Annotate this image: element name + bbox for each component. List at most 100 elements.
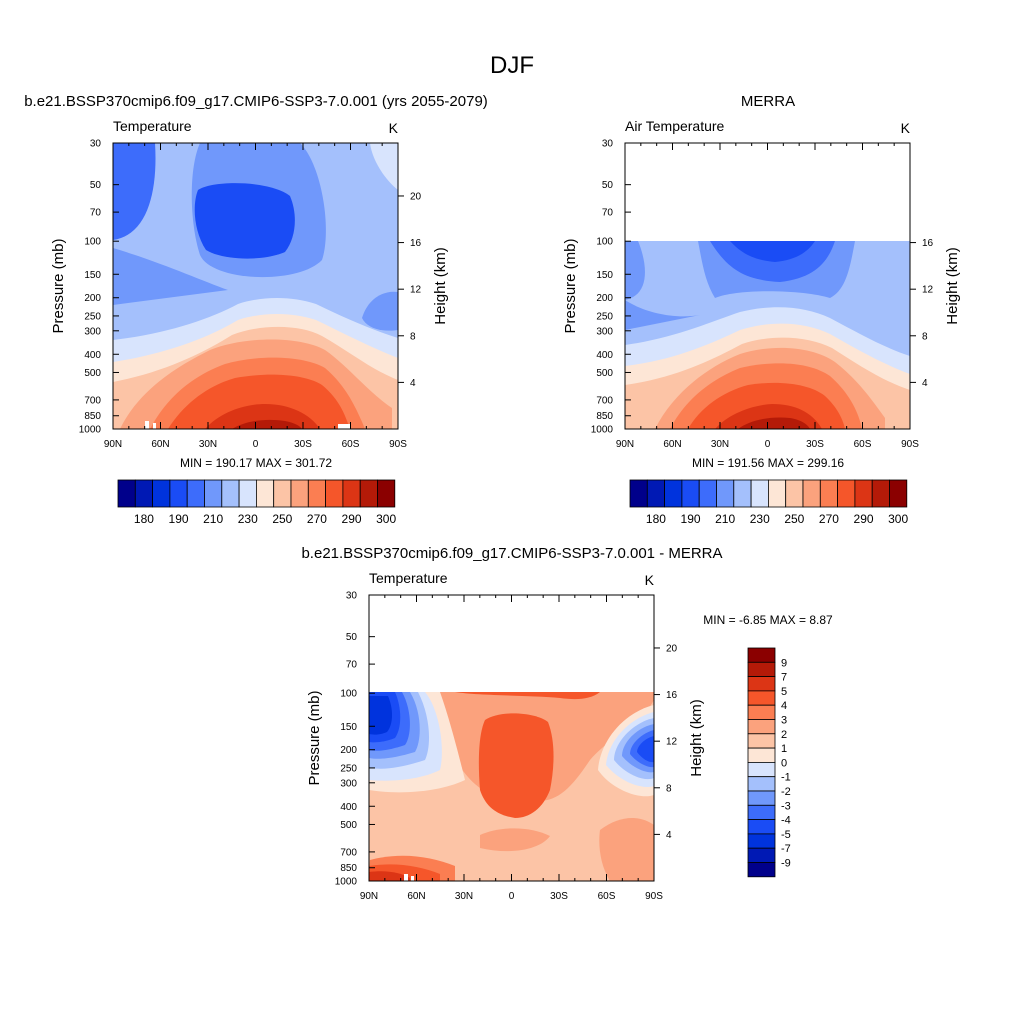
panel-difference: b.e21.BSSP370cmip6.f09_g17.CMIP6-SSP3-7.…	[301, 545, 833, 902]
colorbar-swatch	[747, 847, 776, 863]
colorbar-swatch	[747, 690, 776, 706]
y-tick-label: 1000	[335, 877, 358, 888]
y-tick-label: 400	[84, 350, 101, 361]
colorbar-swatch	[681, 479, 700, 508]
colorbar-swatch	[134, 479, 154, 508]
colorbar-label: 7	[781, 672, 787, 684]
panel-model: b.e21.BSSP370cmip6.f09_g17.CMIP6-SSP3-7.…	[24, 93, 488, 526]
y-tick-label: 150	[340, 722, 357, 733]
colorbar-swatch	[255, 479, 275, 508]
colorbar-swatch	[664, 479, 683, 508]
y-right-tick-label: 16	[666, 690, 678, 701]
colorbar-label: -7	[781, 843, 791, 855]
x-tick-label: 60N	[151, 439, 169, 450]
y-tick-label: 850	[340, 863, 357, 874]
colorbar-label: 1	[781, 743, 787, 755]
colorbar-label: 230	[238, 512, 258, 526]
colorbar-swatch	[747, 762, 776, 778]
y-tick-label: 50	[346, 632, 358, 643]
y-tick-label: 70	[602, 208, 614, 219]
y-tick-label: 150	[84, 270, 101, 281]
y-right-tick-label: 4	[666, 830, 672, 841]
colorbar-swatch	[747, 719, 776, 735]
y-right-tick-label: 8	[410, 331, 416, 342]
y-tick-label: 1000	[79, 425, 102, 436]
colorbar-label: 270	[307, 512, 327, 526]
y-right-tick-label: 16	[922, 238, 934, 249]
y-right-tick-label: 12	[666, 737, 678, 748]
colorbar-label: 290	[854, 512, 874, 526]
colorbar-swatch	[733, 479, 752, 508]
x-tick-label: 60S	[598, 891, 616, 902]
colorbar-swatch	[716, 479, 735, 508]
min-max-label: MIN = 191.56 MAX = 299.16	[692, 456, 844, 470]
y-tick-label: 250	[596, 311, 613, 322]
x-tick-label: 90S	[389, 439, 407, 450]
panel-title: MERRA	[741, 93, 795, 110]
y-tick-label: 30	[90, 139, 102, 150]
y-tick-label: 200	[596, 293, 613, 304]
x-tick-label: 60S	[342, 439, 360, 450]
x-tick-label: 90N	[360, 891, 378, 902]
colorbar-swatch	[747, 661, 776, 677]
colorbar-label: 210	[203, 512, 223, 526]
colorbar-swatch	[747, 647, 776, 663]
y-tick-label: 100	[84, 237, 101, 248]
colorbar: 9 7 5 4 3 2 1 0 -1 -2 -3 -4 -5 -7 -9	[747, 647, 791, 878]
colorbar-swatch	[290, 479, 309, 508]
colorbar-label: -5	[781, 829, 791, 841]
colorbar-swatch	[325, 479, 344, 508]
y-tick-label: 70	[90, 208, 102, 219]
colorbar-swatch	[854, 479, 873, 508]
colorbar-label: -9	[781, 858, 791, 870]
y-tick-label: 300	[84, 326, 101, 337]
y-right-tick-label: 12	[410, 285, 422, 296]
colorbar-label: 5	[781, 686, 787, 698]
colorbar-label: -2	[781, 786, 791, 798]
colorbar-swatch	[629, 479, 648, 508]
y-tick-label: 70	[346, 660, 358, 671]
colorbar-label: 300	[888, 512, 908, 526]
colorbar-swatch	[307, 479, 326, 508]
contour-field	[113, 143, 398, 429]
colorbar-swatch	[871, 479, 890, 508]
colorbar-swatch	[359, 479, 378, 508]
colorbar: 180 190 210 230 250 270 290 300	[117, 479, 396, 526]
colorbar-swatch	[273, 479, 292, 508]
y-tick-label: 150	[596, 270, 613, 281]
y-right-tick-label: 8	[666, 783, 672, 794]
colorbar-swatch	[204, 479, 223, 508]
panel-merra: MERRA Air Temperature K Pressure (mb) He…	[562, 93, 961, 526]
colorbar-label: -4	[781, 815, 791, 827]
colorbar-label: 230	[750, 512, 770, 526]
y-axis-right-label: Height (km)	[432, 247, 449, 325]
y-tick-label: 30	[346, 591, 358, 602]
y-tick-label: 200	[340, 745, 357, 756]
colorbar-swatch	[889, 479, 908, 508]
colorbar-swatch	[837, 479, 856, 508]
colorbar: 180 190 210 230 250 270 290 300	[629, 479, 908, 526]
y-right-tick-label: 4	[922, 378, 928, 389]
y-tick-label: 100	[340, 689, 357, 700]
colorbar-swatch	[342, 479, 361, 508]
colorbar-label: 190	[169, 512, 189, 526]
y-tick-label: 500	[84, 368, 101, 379]
variable-label: Temperature	[113, 118, 192, 134]
colorbar-label: 270	[819, 512, 839, 526]
colorbar-label: -1	[781, 772, 791, 784]
y-tick-label: 700	[84, 395, 101, 406]
y-right-tick-label: 12	[922, 285, 934, 296]
x-tick-label: 90N	[616, 439, 634, 450]
x-tick-label: 60N	[663, 439, 681, 450]
y-tick-label: 250	[84, 311, 101, 322]
colorbar-label: 180	[646, 512, 666, 526]
colorbar-label: 250	[784, 512, 804, 526]
y-right-tick-label: 8	[922, 331, 928, 342]
colorbar-swatch	[747, 804, 776, 820]
y-tick-label: 50	[602, 180, 614, 191]
colorbar-swatch	[747, 819, 776, 835]
colorbar-swatch	[747, 790, 776, 806]
colorbar-label: 9	[781, 657, 787, 669]
x-tick-label: 60N	[407, 891, 425, 902]
colorbar-label: 0	[781, 757, 787, 769]
